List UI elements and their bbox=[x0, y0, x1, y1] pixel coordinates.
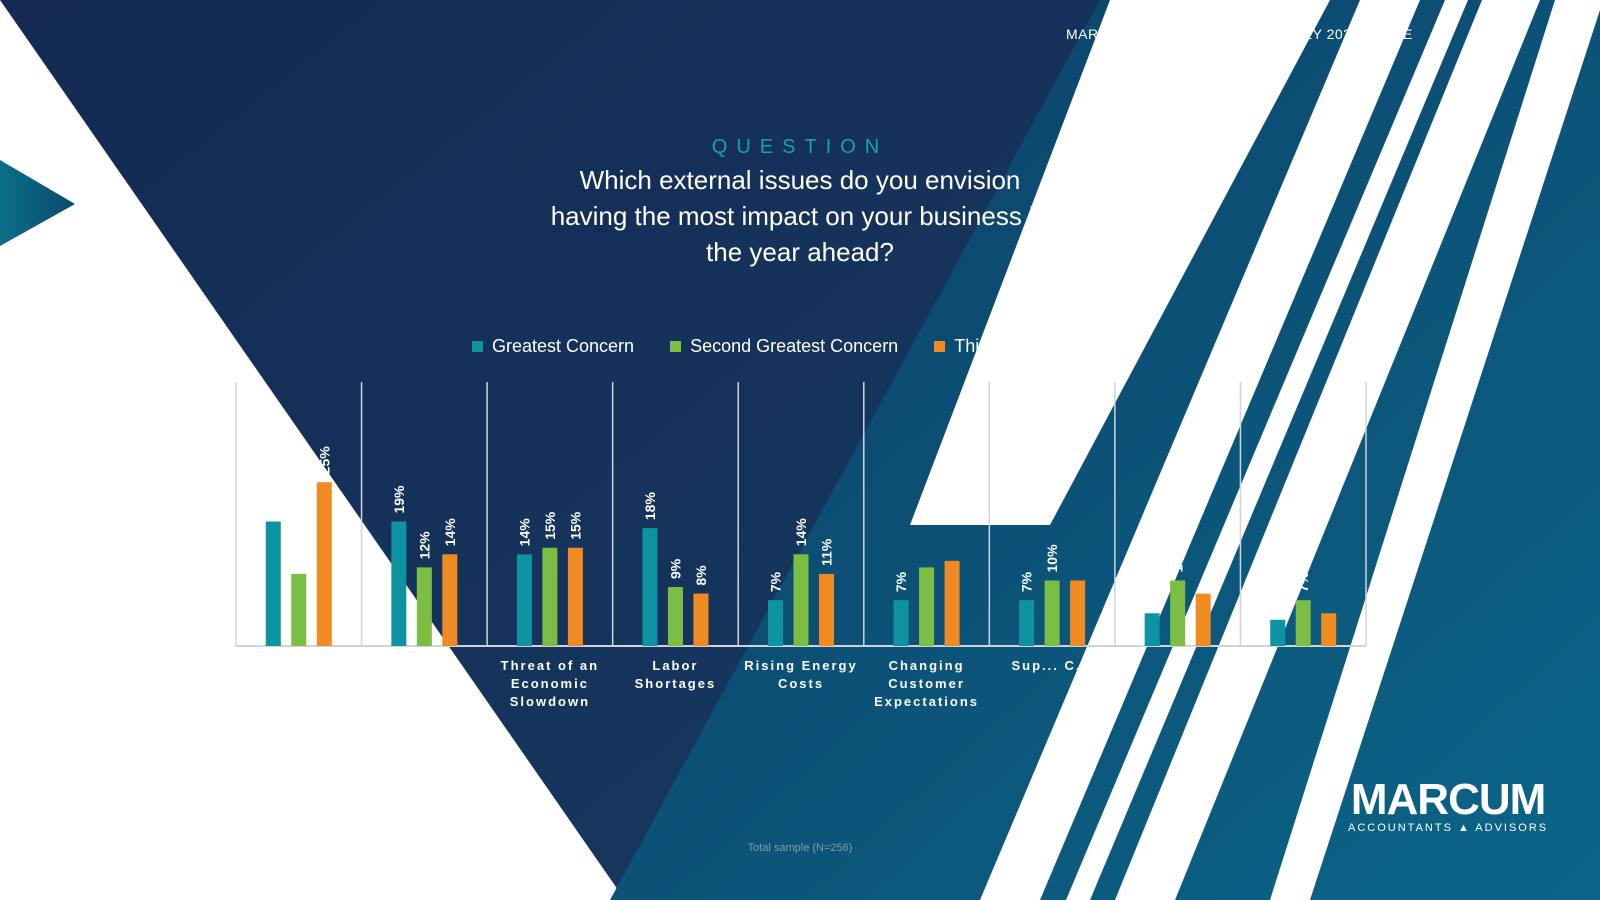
bar-second bbox=[1044, 580, 1060, 646]
bar-greatest bbox=[1019, 600, 1035, 646]
legend-item-third: Third Greatest Concern bbox=[934, 336, 1142, 357]
bar-second bbox=[542, 547, 558, 646]
legend-swatch-greatest bbox=[472, 341, 483, 352]
data-label: 8% bbox=[693, 565, 709, 586]
data-label: 15% bbox=[542, 511, 558, 540]
marcum-logo: MARCUM ACCOUNTANTS ▲ ADVISORS bbox=[1348, 775, 1549, 835]
category-label: Slowdown bbox=[510, 694, 590, 709]
data-label: 11% bbox=[819, 538, 835, 566]
bar-greatest bbox=[391, 521, 407, 646]
legend-item-second: Second Greatest Concern bbox=[670, 336, 898, 357]
category-label: Rising Energy bbox=[744, 658, 857, 673]
bar-third bbox=[1321, 613, 1337, 646]
legend-label-second: Second Greatest Concern bbox=[690, 336, 899, 356]
bar-second bbox=[416, 567, 432, 646]
legend-label-greatest: Greatest Concern bbox=[492, 336, 635, 356]
category-label: Labor bbox=[652, 658, 698, 673]
category-label: Costs bbox=[778, 676, 824, 691]
data-label: 9% bbox=[667, 558, 683, 579]
question-label: QUESTION bbox=[711, 136, 889, 158]
bar-third bbox=[567, 547, 583, 646]
data-label: 19% bbox=[391, 485, 407, 514]
bar-third bbox=[819, 573, 834, 646]
bar-third bbox=[693, 593, 709, 646]
bar-greatest bbox=[1270, 619, 1286, 646]
bar-greatest bbox=[516, 554, 532, 646]
data-label: 14% bbox=[516, 518, 532, 547]
bar-second bbox=[291, 573, 307, 646]
data-label: 10% bbox=[1170, 544, 1186, 573]
bar-second bbox=[793, 554, 809, 646]
data-label: 18% bbox=[642, 492, 658, 521]
sample-note: Total sample (N=256) bbox=[747, 842, 853, 854]
bar-third bbox=[1070, 580, 1086, 646]
bar-greatest bbox=[265, 521, 281, 646]
chart-legend: Greatest Concern Second Greatest Concern… bbox=[472, 336, 1142, 357]
category-label: Sup... C... bbox=[1011, 658, 1092, 673]
bar-greatest bbox=[642, 528, 658, 646]
bar-third bbox=[1195, 593, 1211, 646]
bar-third bbox=[944, 560, 960, 646]
bar-second bbox=[1170, 580, 1186, 646]
data-label: 7% bbox=[1295, 571, 1311, 592]
data-label: 14% bbox=[442, 518, 458, 547]
category-label: Shortages bbox=[635, 676, 717, 691]
bar-greatest bbox=[893, 600, 909, 646]
data-label: 7% bbox=[893, 571, 909, 592]
category-label: Expectations bbox=[874, 694, 979, 709]
data-label: 14% bbox=[793, 518, 809, 547]
bar-second bbox=[1295, 600, 1311, 646]
data-label: 7% bbox=[768, 571, 784, 592]
logo-wordmark: MARCUM bbox=[1350, 775, 1546, 824]
logo-tagline: ACCOUNTANTS ▲ ADVISORS bbox=[1348, 822, 1549, 834]
data-label: 25% bbox=[316, 446, 332, 475]
bar-second bbox=[919, 567, 935, 646]
question-text: Which external issues do you envision ha… bbox=[550, 165, 1050, 267]
header-text: MARCUM MIDDLE MARKET SURVEY 2024 / PAGE bbox=[1066, 26, 1413, 42]
bar-third bbox=[316, 482, 332, 646]
category-label: Changing bbox=[889, 658, 965, 673]
bar-second bbox=[667, 587, 683, 646]
legend-item-greatest: Greatest Concern bbox=[472, 336, 634, 357]
data-label: 10% bbox=[1044, 544, 1060, 573]
bar-greatest bbox=[1144, 613, 1160, 646]
legend-label-third: Third Greatest Concern bbox=[954, 336, 1143, 356]
legend-swatch-third bbox=[934, 341, 946, 352]
category-label: Customer bbox=[888, 676, 965, 691]
data-label: 5% bbox=[1144, 584, 1160, 605]
bar-third bbox=[442, 554, 458, 646]
bar-greatest bbox=[768, 600, 783, 646]
data-label: 15% bbox=[567, 511, 583, 540]
data-label: 12% bbox=[416, 531, 432, 560]
legend-swatch-second bbox=[670, 341, 682, 352]
category-label: Threat of an bbox=[501, 658, 599, 673]
category-label: Economic bbox=[511, 676, 589, 691]
data-label: 7% bbox=[1019, 571, 1035, 592]
